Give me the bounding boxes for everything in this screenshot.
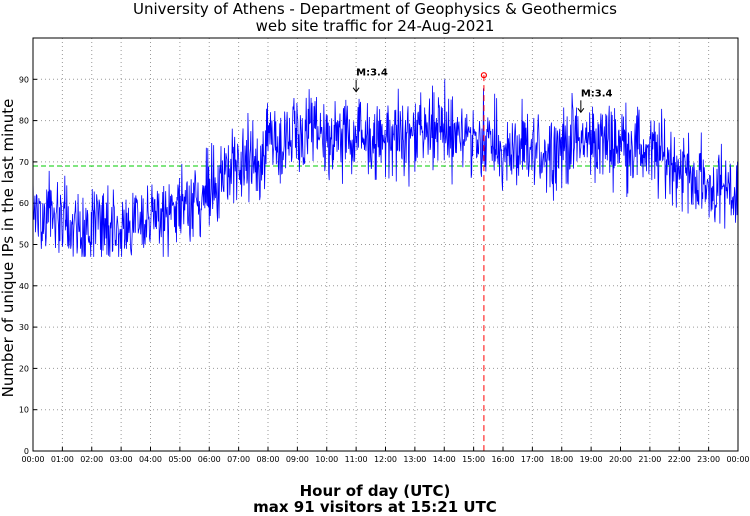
x-tick-label: 03:00 (110, 455, 133, 464)
plot-frame (32, 37, 739, 452)
x-tick-label: 22:00 (668, 455, 691, 464)
traffic-line (32, 79, 738, 258)
x-tick-label: 05:00 (168, 455, 191, 464)
x-tick-label: 19:00 (580, 455, 603, 464)
x-tick-label: 21:00 (638, 455, 661, 464)
x-tick-label: 00:00 (21, 455, 44, 464)
y-tick-label: 60 (19, 199, 29, 208)
earthquake-annotation-label: M:3.4 (581, 88, 613, 99)
chart-footer: max 91 visitors at 15:21 UTC (253, 498, 497, 516)
x-tick-label: 23:00 (697, 455, 720, 464)
x-tick-label: 09:00 (286, 455, 309, 464)
x-tick-label: 08:00 (256, 455, 279, 464)
x-tick-label: 14:00 (433, 455, 456, 464)
x-tick-label: 02:00 (80, 455, 103, 464)
y-tick-label: 70 (19, 158, 29, 167)
x-tick-label: 15:00 (462, 455, 485, 464)
earthquake-arrow-head (352, 87, 360, 93)
x-tick-label: 07:00 (227, 455, 250, 464)
y-tick-label: 40 (19, 282, 29, 291)
x-tick-label: 18:00 (550, 455, 573, 464)
y-tick-label: 30 (19, 323, 29, 332)
chart-title: University of Athens - Department of Geo… (133, 0, 617, 18)
x-tick-label: 12:00 (374, 455, 397, 464)
x-tick-label: 06:00 (198, 455, 221, 464)
y-tick-label: 50 (19, 241, 29, 250)
max-marker-point (480, 72, 488, 79)
x-tick-label: 01:00 (51, 455, 74, 464)
x-tick-label: 16:00 (491, 455, 514, 464)
y-tick-label: 0 (24, 447, 29, 456)
x-tick-label: 17:00 (521, 455, 544, 464)
x-tick-label: 10:00 (315, 455, 338, 464)
x-tick-label: 11:00 (345, 455, 368, 464)
y-tick-label: 10 (19, 406, 29, 415)
y-tick-label: 90 (19, 75, 29, 84)
x-tick-label: 20:00 (609, 455, 632, 464)
traffic-chart: 00:00 01:00 02:00 03:00 04:00 05:00 06:00 07:00… (19, 37, 750, 464)
x-tick-label: 04:00 (139, 455, 162, 464)
y-tick-label: 80 (19, 117, 29, 126)
earthquake-arrow-head (577, 108, 585, 114)
earthquake-annotation-label: M:3.4 (356, 68, 388, 79)
chart-subtitle: web site traffic for 24-Aug-2021 (255, 17, 495, 35)
x-axis-label: Hour of day (UTC) (299, 482, 451, 500)
x-tick-label: 00:00 (726, 455, 749, 464)
y-tick-label: 20 (19, 364, 29, 373)
x-tick-label: 13:00 (403, 455, 426, 464)
